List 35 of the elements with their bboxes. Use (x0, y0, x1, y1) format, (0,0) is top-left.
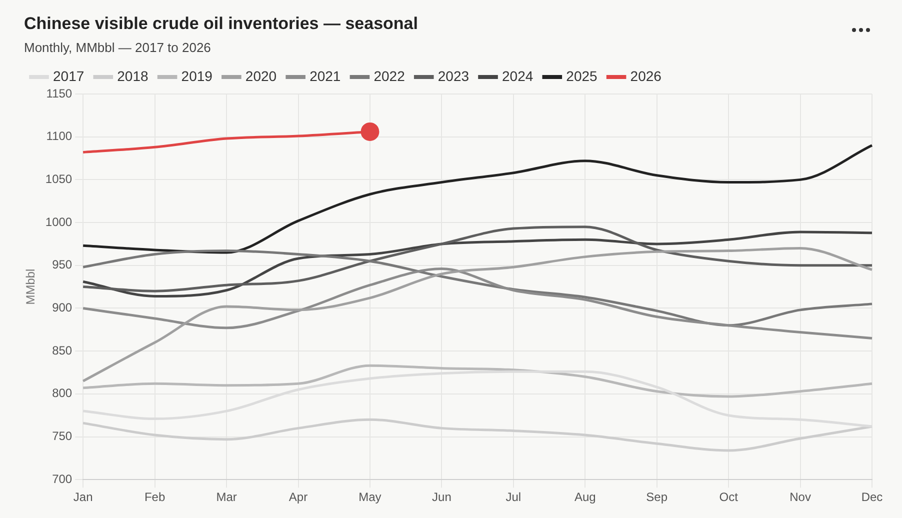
y-tick-label: 950 (52, 258, 72, 272)
y-tick-label: 750 (52, 429, 72, 444)
legend-label: 2018 (117, 68, 149, 84)
x-tick-label: Jun (432, 490, 452, 504)
legend-label: 2017 (53, 68, 84, 84)
y-tick-label: 1150 (46, 86, 72, 100)
y-tick-label: 800 (52, 386, 72, 400)
y-tick-label: 700 (52, 472, 72, 486)
legend-label: 2024 (502, 68, 534, 84)
y-tick-label: 1100 (46, 129, 72, 144)
y-tick-label: 900 (52, 300, 72, 315)
x-tick-label: Apr (288, 490, 308, 504)
x-tick-label: Feb (144, 490, 166, 504)
y-axis-title: MMbbl (24, 268, 38, 305)
chart-title: Chinese visible crude oil inventories — seasonal (24, 14, 418, 34)
legend-label: 2019 (181, 68, 213, 84)
legend-label: 2021 (310, 68, 341, 84)
legend-label: 2025 (566, 68, 598, 84)
chart-subtitle: Monthly, MMbbl — 2017 to 2026 (24, 40, 211, 55)
y-tick-label: 1050 (45, 172, 72, 186)
legend-label: 2022 (374, 68, 406, 84)
x-tick-label: Jul (506, 490, 522, 504)
x-tick-label: Sep (646, 490, 668, 504)
legend-label: 2026 (630, 68, 662, 84)
y-tick-label: 850 (52, 343, 72, 358)
x-tick-label: Mar (216, 490, 237, 504)
legend-label: 2023 (438, 68, 470, 84)
x-tick-label: Jan (73, 490, 93, 504)
x-tick-label: Dec (861, 490, 883, 504)
y-tick-label: 1000 (45, 214, 72, 229)
x-tick-label: May (358, 490, 382, 504)
x-tick-label: Aug (574, 490, 596, 504)
x-tick-label: Nov (790, 490, 811, 504)
x-tick-label: Oct (719, 490, 739, 504)
legend-label: 2020 (245, 68, 277, 84)
